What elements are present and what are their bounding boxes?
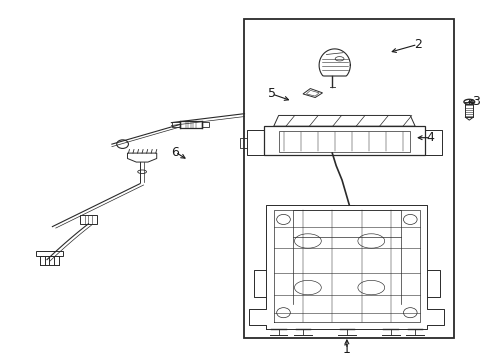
Text: 6: 6 [171, 145, 179, 158]
Bar [180, 121, 201, 128]
Text: 2: 2 [413, 38, 421, 51]
Bar [80, 215, 97, 224]
Bar [278, 131, 409, 152]
Text: 3: 3 [471, 95, 479, 108]
Bar [244, 19, 453, 338]
Bar [172, 122, 180, 127]
Text: 5: 5 [267, 87, 275, 100]
Text: 1: 1 [342, 343, 350, 356]
Text: 4: 4 [426, 131, 434, 144]
Bar [201, 122, 209, 127]
